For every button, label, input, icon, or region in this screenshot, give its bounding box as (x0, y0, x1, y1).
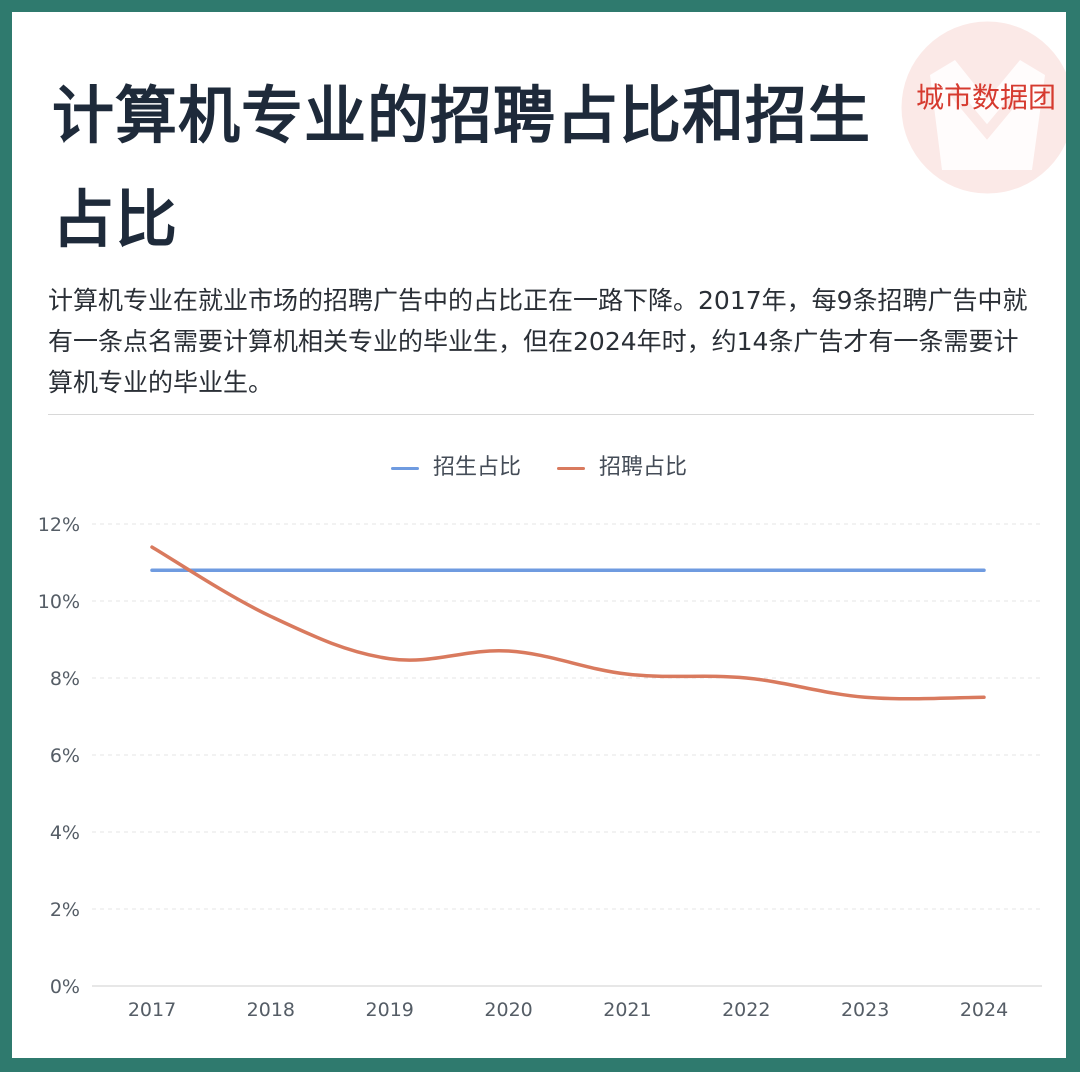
series-line-recruitment (150, 545, 986, 701)
legend-label-enrollment: 招生占比 (432, 455, 521, 480)
y-tick-label: 12% (38, 514, 80, 536)
x-tick-label: 2024 (960, 999, 1008, 1021)
legend-label-recruitment: 招聘占比 (599, 455, 688, 480)
legend-swatch-recruitment (557, 466, 585, 470)
x-tick-label: 2020 (484, 999, 532, 1021)
x-tick-label: 2021 (603, 999, 651, 1021)
x-tick-label: 2023 (841, 999, 889, 1021)
y-tick-label: 4% (50, 822, 80, 844)
y-tick-label: 10% (38, 591, 80, 613)
x-tick-label: 2018 (247, 999, 295, 1021)
y-tick-label: 6% (50, 745, 80, 767)
y-tick-label: 0% (50, 976, 80, 998)
legend-item-enrollment[interactable]: 招生占比 (390, 453, 521, 483)
y-tick-label: 2% (50, 899, 80, 921)
divider (48, 414, 1034, 415)
x-tick-label: 2019 (366, 999, 414, 1021)
logo-text: 城市数据团 (916, 81, 1057, 114)
page-title: 计算机专业的招聘占比和招生占比 (52, 79, 872, 256)
legend-item-recruitment[interactable]: 招聘占比 (557, 453, 687, 483)
y-tick-label: 8% (50, 668, 80, 690)
chart-legend: 招生占比 招聘占比 (12, 450, 1066, 486)
card: 城市数据团 计算机专业的招聘占比和招生占比 计算机专业在就业市场的招聘广告中的占… (12, 12, 1066, 1058)
x-tick-label: 2017 (128, 999, 176, 1021)
line-chart: 0% 2% 4% 6% 8% 10% 12% 2017 2018 2019 2020 2021 2022… (38, 514, 1042, 1021)
x-tick-label: 2022 (722, 999, 770, 1021)
description-text: 计算机专业在就业市场的招聘广告中的占比正在一路下降。2017年，每9条招聘广告中… (48, 286, 1028, 397)
logo-watermark-icon (901, 21, 1066, 194)
legend-swatch-enrollment (390, 466, 419, 470)
